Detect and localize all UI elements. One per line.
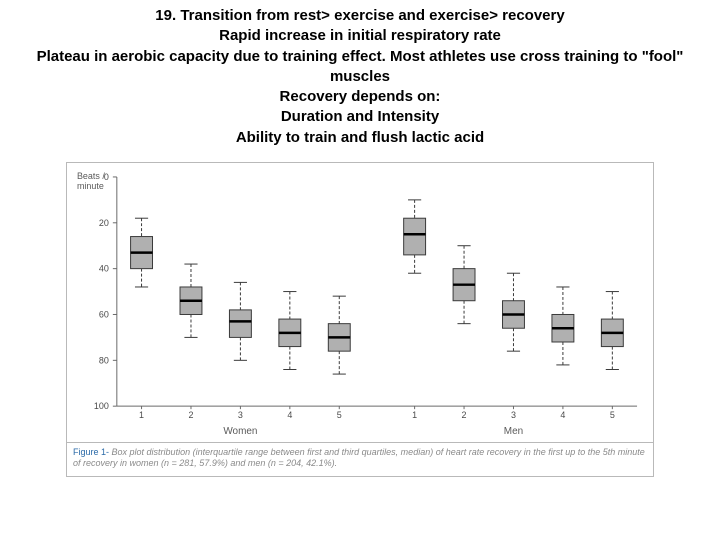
svg-text:3: 3	[511, 410, 516, 420]
svg-text:0: 0	[104, 172, 109, 182]
svg-text:4: 4	[287, 410, 292, 420]
svg-text:5: 5	[337, 410, 342, 420]
svg-text:1: 1	[139, 410, 144, 420]
header-line-1: 19. Transition from rest> exercise and e…	[10, 6, 710, 26]
svg-text:4: 4	[560, 410, 565, 420]
caption-text: Box plot distribution (interquartile ran…	[73, 447, 645, 469]
header-line-2: Rapid increase in initial respiratory ra…	[10, 26, 710, 46]
svg-text:1: 1	[412, 410, 417, 420]
svg-text:Beats /: Beats /	[77, 171, 105, 181]
figure-caption: Figure 1- Box plot distribution (interqu…	[67, 442, 653, 476]
header-line-4: Recovery depends on:	[10, 87, 710, 107]
svg-text:2: 2	[188, 410, 193, 420]
slide-header: 19. Transition from rest> exercise and e…	[0, 0, 720, 158]
figure-panel: Beats /minute0 20 40 60 80 100 1 2 3 4 5 Women 1 2 3 4 5…	[66, 162, 654, 477]
header-line-6: Ability to train and flush lactic acid	[10, 128, 710, 148]
svg-text:20: 20	[99, 218, 109, 228]
svg-text:Women: Women	[223, 426, 257, 437]
svg-text:100: 100	[94, 401, 109, 411]
boxplot-chart: Beats /minute0 20 40 60 80 100 1 2 3 4 5 Women 1 2 3 4 5…	[67, 163, 653, 442]
svg-text:2: 2	[462, 410, 467, 420]
svg-text:3: 3	[238, 410, 243, 420]
header-line-5: Duration and Intensity	[10, 107, 710, 127]
svg-text:80: 80	[99, 355, 109, 365]
svg-text:40: 40	[99, 263, 109, 273]
svg-text:minute: minute	[77, 181, 104, 191]
header-line-3: Plateau in aerobic capacity due to train…	[10, 47, 710, 88]
caption-label: Figure 1-	[73, 447, 109, 457]
svg-text:60: 60	[99, 309, 109, 319]
svg-text:5: 5	[610, 410, 615, 420]
svg-text:Men: Men	[504, 426, 523, 437]
